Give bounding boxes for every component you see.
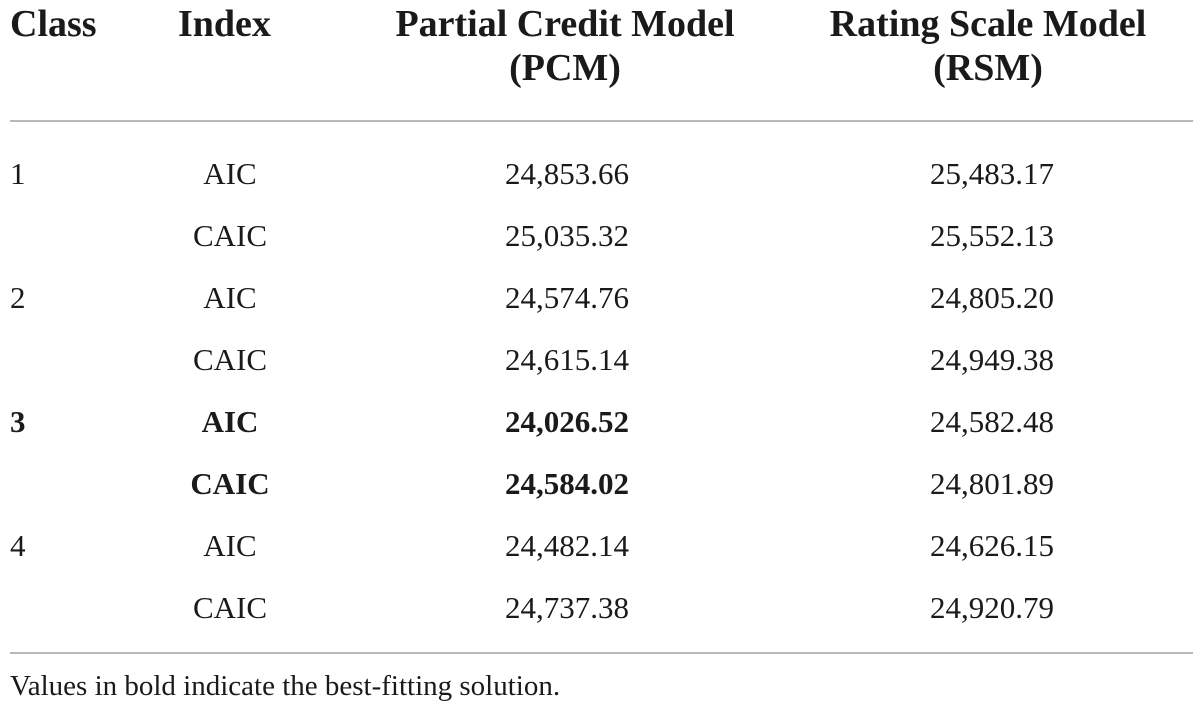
cell-pcm: 24,615.14 [505, 342, 629, 377]
cell-index: AIC [203, 156, 257, 191]
cell-class: 3 [10, 404, 26, 439]
header-pcm-line2: (PCM) [509, 47, 621, 89]
cell-pcm: 25,035.32 [505, 218, 629, 253]
cell-index: CAIC [192, 218, 268, 253]
table-body: 1 AIC 24,853.66 25,483.17 CAIC 25,035.32… [0, 143, 1200, 639]
cell-index: CAIC [192, 590, 268, 625]
header-rsm: Rating Scale Model (RSM) [808, 2, 1168, 90]
cell-class: 1 [10, 156, 26, 191]
header-pcm-line1: Partial Credit Model [395, 3, 735, 45]
cell-rsm: 24,920.79 [930, 590, 1054, 625]
header-rsm-line2: (RSM) [933, 47, 1043, 89]
header-pcm: Partial Credit Model (PCM) [375, 2, 755, 90]
cell-pcm: 24,574.76 [505, 280, 629, 315]
cell-index: CAIC [190, 466, 270, 501]
cell-class: 4 [10, 528, 26, 563]
cell-rsm: 25,552.13 [930, 218, 1054, 253]
cell-index: CAIC [192, 342, 268, 377]
cell-rsm: 25,483.17 [930, 156, 1054, 191]
header-divider [10, 120, 1193, 122]
table-row: 2 AIC 24,574.76 24,805.20 [0, 267, 1200, 329]
table-row: 4 AIC 24,482.14 24,626.15 [0, 515, 1200, 577]
cell-pcm: 24,584.02 [505, 466, 629, 501]
cell-rsm: 24,801.89 [930, 466, 1054, 501]
cell-index: AIC [203, 528, 257, 563]
table-header: Class Index Partial Credit Model (PCM) R… [0, 0, 1200, 120]
table-row-best-fit: CAIC 24,584.02 24,801.89 [0, 453, 1200, 515]
table-row: 1 AIC 24,853.66 25,483.17 [0, 143, 1200, 205]
header-index: Index [178, 3, 271, 45]
table-row: CAIC 24,615.14 24,949.38 [0, 329, 1200, 391]
header-class: Class [10, 3, 97, 45]
table-row: CAIC 24,737.38 24,920.79 [0, 577, 1200, 639]
cell-pcm: 24,026.52 [505, 404, 629, 439]
cell-pcm: 24,853.66 [505, 156, 629, 191]
cell-pcm: 24,482.14 [505, 528, 629, 563]
cell-rsm: 24,949.38 [930, 342, 1054, 377]
footer-divider [10, 652, 1193, 654]
cell-index: AIC [201, 404, 259, 439]
cell-rsm: 24,582.48 [930, 404, 1054, 439]
table-footnote: Values in bold indicate the best-fitting… [10, 670, 561, 702]
table-row: CAIC 25,035.32 25,552.13 [0, 205, 1200, 267]
cell-index: AIC [203, 280, 257, 315]
table-row-best-fit: 3 AIC 24,026.52 24,582.48 [0, 391, 1200, 453]
cell-pcm: 24,737.38 [505, 590, 629, 625]
header-rsm-line1: Rating Scale Model [829, 3, 1147, 45]
cell-class: 2 [10, 280, 26, 315]
cell-rsm: 24,805.20 [930, 280, 1054, 315]
cell-rsm: 24,626.15 [930, 528, 1054, 563]
